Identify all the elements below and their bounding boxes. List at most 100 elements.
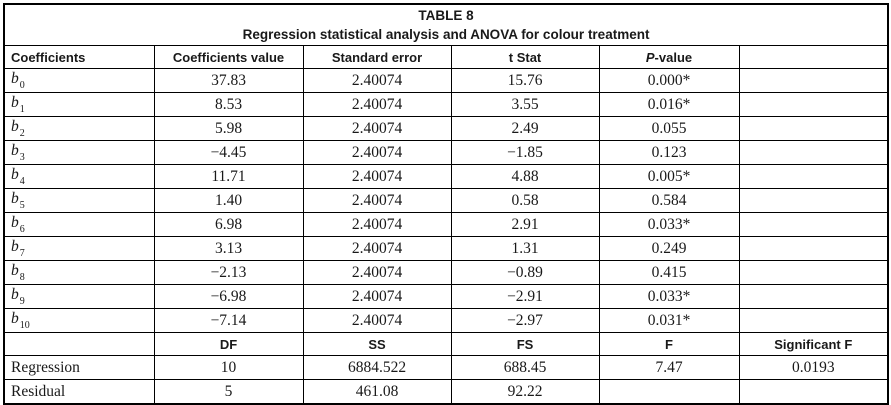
coefficient-row: b10 −7.14 2.40074 −2.97 0.031* xyxy=(3,308,889,333)
anova-header-f: F xyxy=(598,332,740,356)
table-cell: 2.40074 xyxy=(302,260,452,285)
table-cell: 3.13 xyxy=(153,236,304,261)
anova-header-empty xyxy=(3,332,155,356)
coefficient-label: b2 xyxy=(3,116,155,141)
table-cell: 1.40 xyxy=(153,188,304,213)
table-cell xyxy=(738,236,889,261)
coefficient-subscript: 6 xyxy=(19,224,25,235)
table-cell: −2.13 xyxy=(153,260,304,285)
table-cell: 2.40074 xyxy=(302,308,452,333)
coefficient-symbol: b xyxy=(11,238,19,255)
table-cell: −0.89 xyxy=(450,260,600,285)
anova-header-ss: SS xyxy=(302,332,452,356)
coefficient-subscript: 2 xyxy=(19,128,25,139)
coefficient-label: b8 xyxy=(3,260,155,285)
column-header-coefficients: Coefficients xyxy=(3,45,155,69)
table-cell: 15.76 xyxy=(450,68,600,93)
coefficient-symbol: b xyxy=(11,142,19,159)
p-value-italic-p: P xyxy=(645,49,655,65)
table-cell: 2.40074 xyxy=(302,116,452,141)
table-cell xyxy=(738,188,889,213)
coefficient-symbol: b xyxy=(11,94,19,111)
coefficient-subscript: 8 xyxy=(19,272,25,283)
table-cell: 0.58 xyxy=(450,188,600,213)
table-cell: −2.97 xyxy=(450,308,600,333)
table-cell xyxy=(738,379,889,405)
coefficient-label: b6 xyxy=(3,212,155,237)
p-value-rest: -value xyxy=(654,49,693,65)
table-cell: 6.98 xyxy=(153,212,304,237)
table-cell xyxy=(738,92,889,117)
table-cell: −7.14 xyxy=(153,308,304,333)
coefficient-subscript: 1 xyxy=(19,104,25,115)
coefficient-subscript: 3 xyxy=(19,152,25,163)
table-cell: 2.40074 xyxy=(302,92,452,117)
table-cell: −1.85 xyxy=(450,140,600,165)
coefficient-row: b1 8.53 2.40074 3.55 0.016* xyxy=(3,92,889,117)
coefficient-row: b6 6.98 2.40074 2.91 0.033* xyxy=(3,212,889,237)
table-cell: 8.53 xyxy=(153,92,304,117)
table-number: TABLE 8 xyxy=(418,8,474,23)
table-title-row: TABLE 8 Regression statistical analysis … xyxy=(3,3,889,46)
table-cell: 2.49 xyxy=(450,116,600,141)
table-cell: 2.40074 xyxy=(302,236,452,261)
table-cell: 2.40074 xyxy=(302,164,452,189)
coefficient-row: b0 37.83 2.40074 15.76 0.000* xyxy=(3,68,889,93)
table-cell: 2.40074 xyxy=(302,68,452,93)
coefficient-label: b9 xyxy=(3,284,155,309)
coefficient-symbol: b xyxy=(11,262,19,279)
coefficient-symbol: b xyxy=(11,70,19,87)
table-cell: 6884.522 xyxy=(302,355,452,380)
table-cell xyxy=(598,379,740,405)
table-cell: −2.91 xyxy=(450,284,600,309)
table-cell: 3.55 xyxy=(450,92,600,117)
coefficient-rows: b0 37.83 2.40074 15.76 0.000* b1 8.53 2.40074 3.… xyxy=(3,68,889,333)
table-title-cell: TABLE 8 Regression statistical analysis … xyxy=(3,3,889,46)
table-cell: 0.016* xyxy=(598,92,740,117)
table-cell xyxy=(738,284,889,309)
coefficient-subscript: 5 xyxy=(19,200,25,211)
coefficient-subscript: 7 xyxy=(19,248,25,259)
anova-header-significant-f: Significant F xyxy=(738,332,889,356)
column-header-t-stat: t Stat xyxy=(450,45,600,69)
table-cell xyxy=(738,116,889,141)
anova-row: Regression 10 6884.522 688.45 7.47 0.0193 xyxy=(3,355,889,380)
table-cell: −4.45 xyxy=(153,140,304,165)
table-cell xyxy=(738,260,889,285)
anova-header-fs: FS xyxy=(450,332,600,356)
table-cell: 688.45 xyxy=(450,355,600,380)
coefficient-label: b3 xyxy=(3,140,155,165)
anova-row: Residual 5 461.08 92.22 xyxy=(3,379,889,405)
table-cell: 1.31 xyxy=(450,236,600,261)
table-cell: 11.71 xyxy=(153,164,304,189)
table-cell: 0.000* xyxy=(598,68,740,93)
coefficient-subscript: 10 xyxy=(19,320,30,331)
table-cell: 0.031* xyxy=(598,308,740,333)
table-cell: 0.033* xyxy=(598,212,740,237)
column-header-p-value: P-value xyxy=(598,45,740,69)
table-cell: 2.40074 xyxy=(302,212,452,237)
table-cell xyxy=(738,140,889,165)
column-header-row: Coefficients Coefficients value Standard… xyxy=(3,45,889,69)
table-cell: 0.0193 xyxy=(738,355,889,380)
coefficient-symbol: b xyxy=(11,310,19,327)
table-cell: 0.415 xyxy=(598,260,740,285)
regression-anova-table: TABLE 8 Regression statistical analysis … xyxy=(3,3,890,405)
column-header-standard-error: Standard error xyxy=(302,45,452,69)
coefficient-row: b4 11.71 2.40074 4.88 0.005* xyxy=(3,164,889,189)
coefficient-label: b0 xyxy=(3,68,155,93)
table-cell xyxy=(738,68,889,93)
table-cell: 92.22 xyxy=(450,379,600,405)
coefficient-symbol: b xyxy=(11,118,19,135)
table-cell: 2.40074 xyxy=(302,188,452,213)
column-header-empty xyxy=(738,45,889,69)
coefficient-row: b3 −4.45 2.40074 −1.85 0.123 xyxy=(3,140,889,165)
coefficient-row: b7 3.13 2.40074 1.31 0.249 xyxy=(3,236,889,261)
table-cell: 5.98 xyxy=(153,116,304,141)
table-cell: 5 xyxy=(153,379,304,405)
coefficient-symbol: b xyxy=(11,286,19,303)
coefficient-subscript: 4 xyxy=(19,176,25,187)
table-cell xyxy=(738,164,889,189)
table-cell: −6.98 xyxy=(153,284,304,309)
anova-row-label: Regression xyxy=(3,355,155,380)
